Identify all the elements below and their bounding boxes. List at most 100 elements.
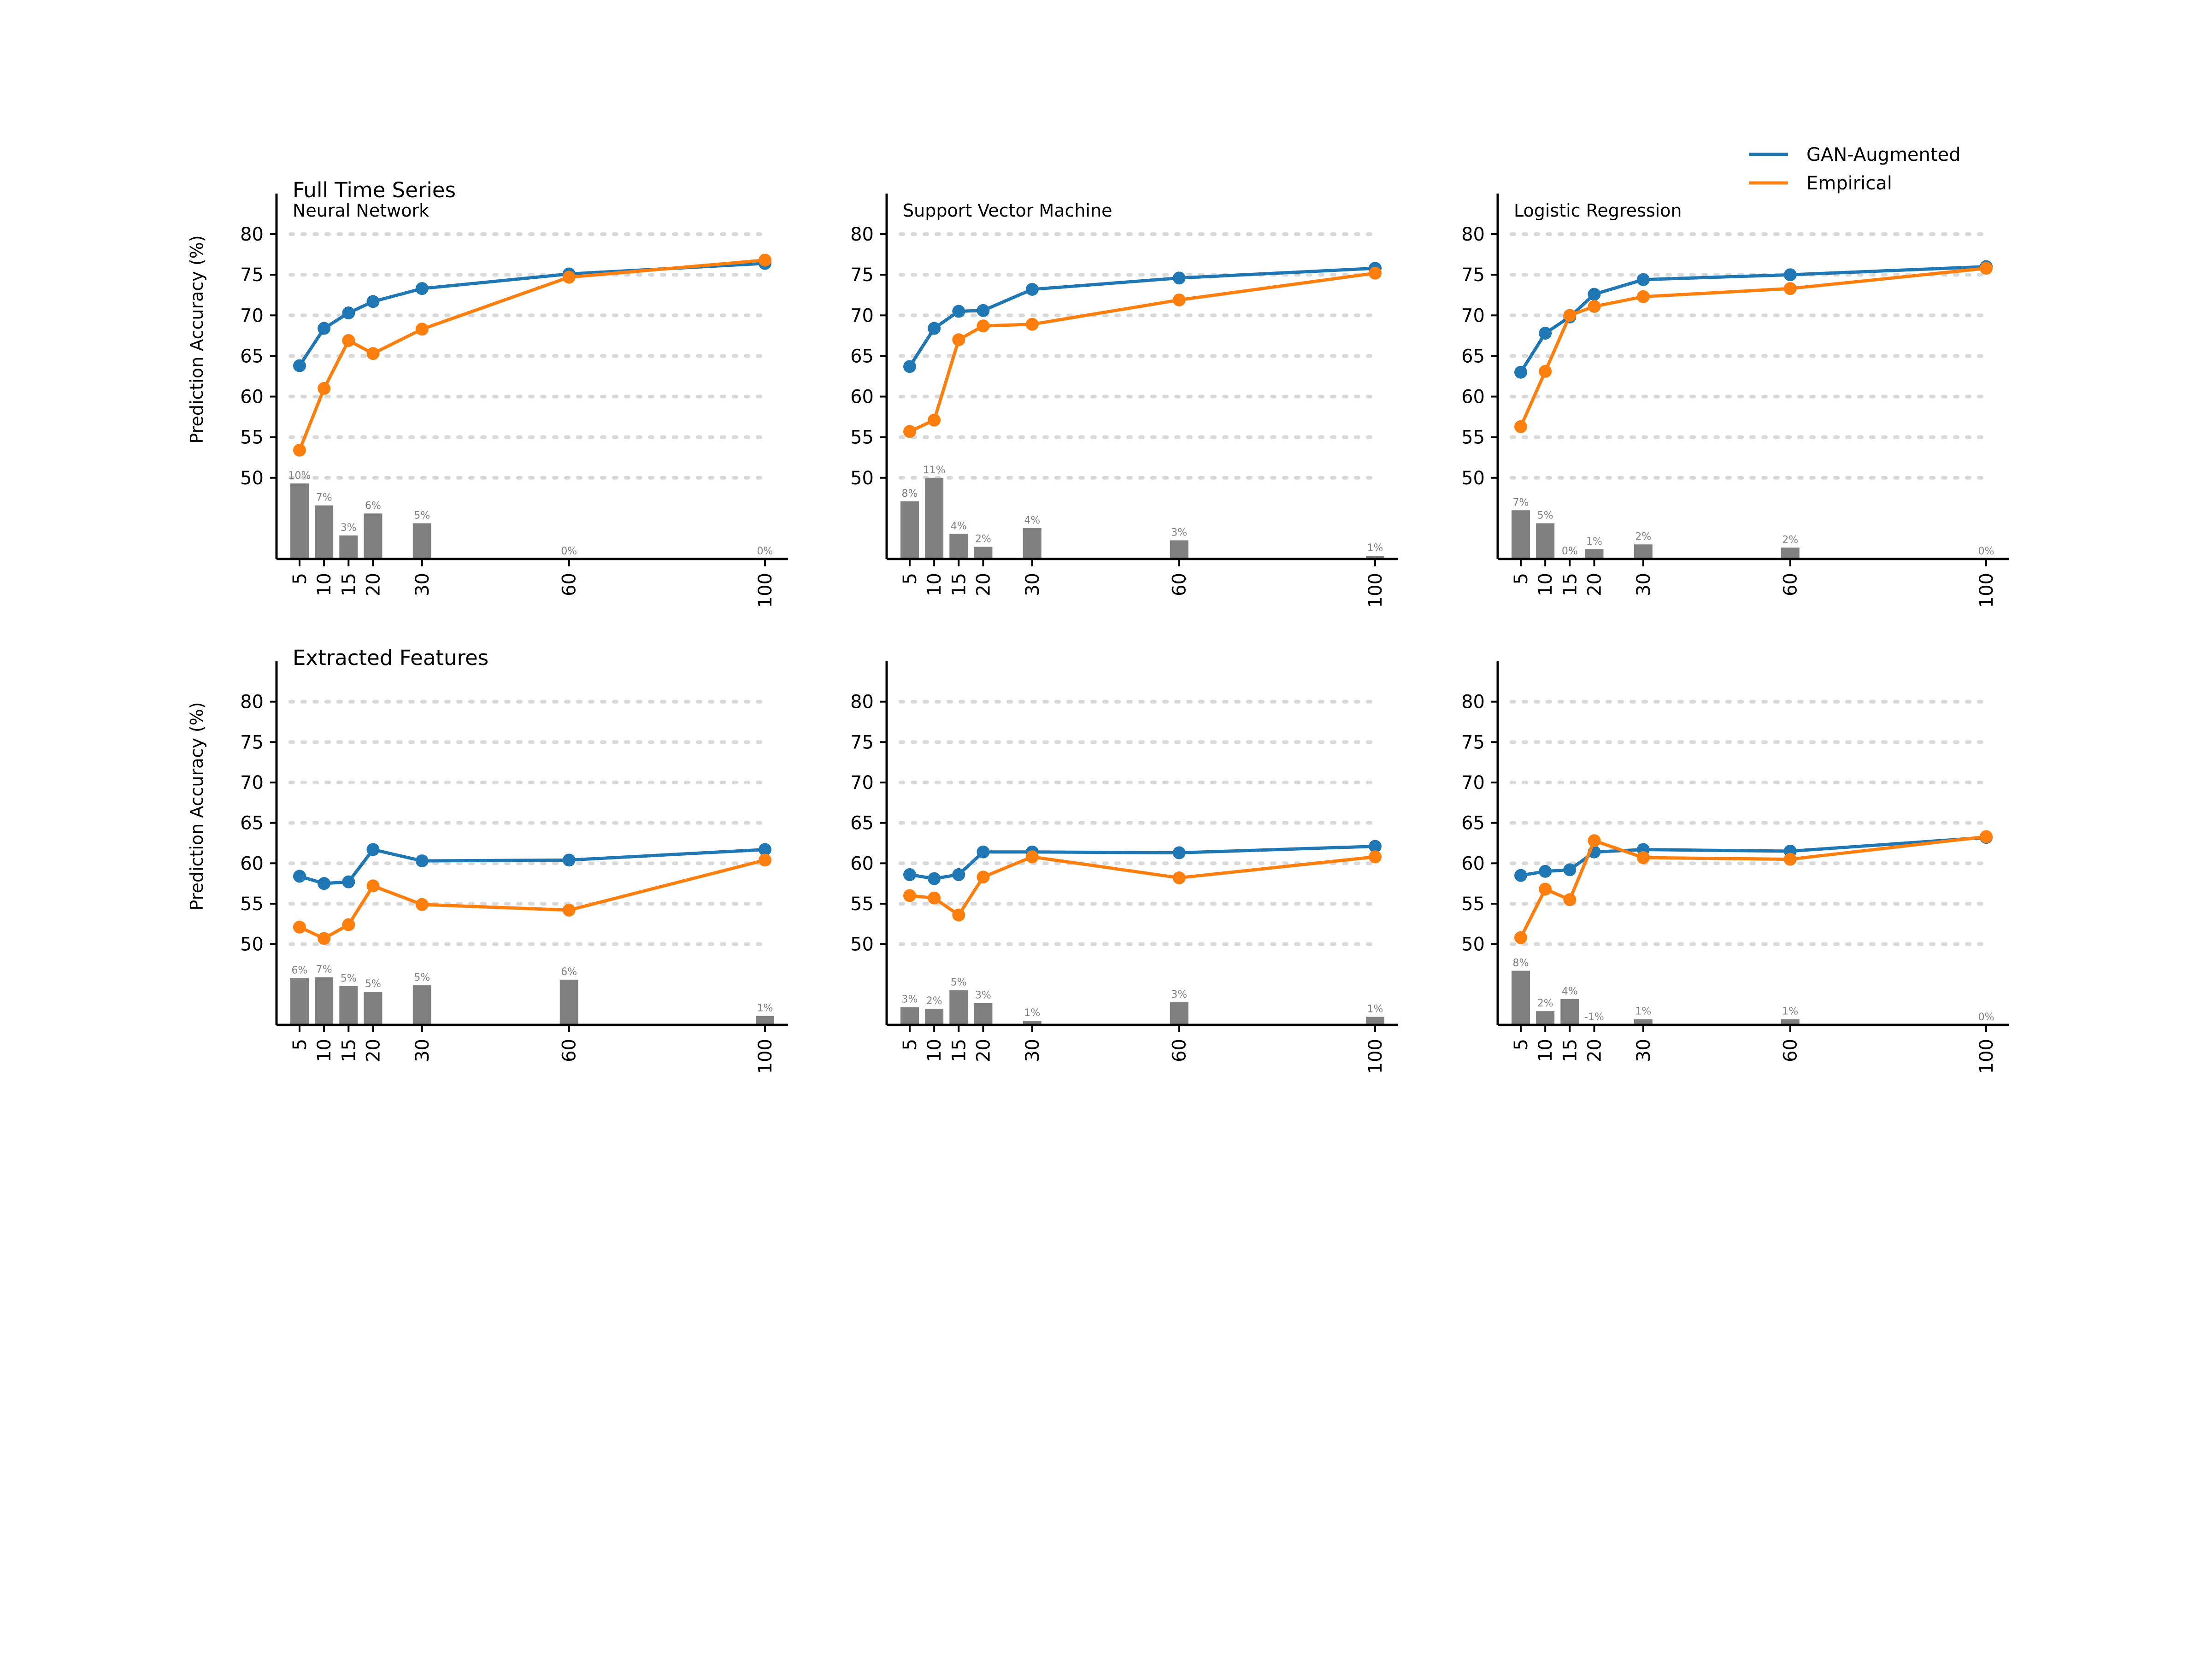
bar bbox=[1536, 523, 1555, 559]
y-tick-label: 80 bbox=[240, 692, 264, 713]
data-point-0 bbox=[415, 854, 429, 868]
bar bbox=[1634, 544, 1653, 559]
x-tick-label: 30 bbox=[412, 1039, 433, 1062]
data-point-1 bbox=[928, 891, 941, 905]
bar bbox=[1536, 1011, 1555, 1025]
data-point-0 bbox=[1514, 869, 1527, 882]
y-tick-label: 75 bbox=[850, 732, 874, 753]
y-tick-label: 60 bbox=[850, 387, 874, 408]
x-tick-label: 60 bbox=[1780, 1039, 1801, 1062]
x-tick-label: 20 bbox=[1584, 573, 1605, 596]
data-point-1 bbox=[928, 413, 941, 427]
bar-label: 2% bbox=[1635, 531, 1651, 542]
x-tick-label: 60 bbox=[559, 1039, 580, 1062]
bar-label: 4% bbox=[1562, 986, 1578, 997]
data-point-0 bbox=[318, 322, 331, 335]
x-tick-label: 10 bbox=[924, 1039, 945, 1062]
y-tick-label: 75 bbox=[240, 265, 264, 286]
y-tick-label: 80 bbox=[1461, 692, 1485, 713]
data-point-0 bbox=[366, 843, 380, 856]
x-tick-label: 5 bbox=[900, 573, 921, 584]
x-tick-label: 100 bbox=[1976, 573, 1997, 608]
y-tick-label: 65 bbox=[240, 346, 264, 367]
series-line-1 bbox=[909, 271, 1376, 433]
data-point-0 bbox=[1539, 327, 1552, 340]
row-title: Full Time Series bbox=[293, 178, 456, 202]
x-tick-label: 30 bbox=[1022, 1039, 1043, 1062]
data-point-1 bbox=[318, 932, 331, 945]
x-tick-label: 15 bbox=[1559, 1039, 1581, 1062]
panel-0: Neural Network 50 55 60 65 70 75 80 10% 7% 3% 6% 5% 0… bbox=[240, 194, 788, 608]
bar bbox=[949, 534, 968, 559]
bar-label: 5% bbox=[365, 978, 381, 990]
data-point-1 bbox=[1636, 290, 1650, 303]
x-tick-label: 10 bbox=[924, 573, 945, 596]
bar-label: 11% bbox=[923, 465, 946, 476]
data-point-1 bbox=[952, 908, 965, 922]
bar-label: 0% bbox=[757, 546, 773, 557]
data-point-0 bbox=[977, 304, 990, 317]
y-axis-label: Prediction Accuracy (%) bbox=[187, 702, 207, 910]
data-point-1 bbox=[1514, 931, 1527, 944]
y-tick-label: 70 bbox=[1461, 772, 1485, 794]
bar-label: 0% bbox=[561, 546, 577, 557]
y-tick-label: 55 bbox=[1461, 427, 1485, 448]
y-tick-label: 70 bbox=[850, 305, 874, 326]
y-tick-label: 55 bbox=[240, 894, 264, 915]
row-title: Extracted Features bbox=[293, 646, 488, 670]
legend-label: GAN-Augmented bbox=[1806, 144, 1961, 165]
data-point-0 bbox=[293, 359, 306, 372]
data-point-0 bbox=[903, 868, 916, 881]
x-tick-label: 100 bbox=[1976, 1039, 1997, 1074]
data-point-1 bbox=[903, 889, 916, 902]
bar bbox=[364, 513, 382, 559]
panels: Full Time Series Prediction Accuracy (%) E… bbox=[187, 178, 2009, 1074]
data-point-1 bbox=[759, 853, 771, 867]
data-point-0 bbox=[1539, 865, 1552, 878]
data-point-1 bbox=[293, 443, 306, 457]
data-point-0 bbox=[318, 877, 331, 890]
x-tick-label: 10 bbox=[314, 1039, 335, 1062]
y-tick-label: 50 bbox=[850, 934, 874, 955]
y-tick-label: 70 bbox=[1461, 305, 1485, 326]
bar bbox=[1023, 528, 1041, 559]
bar-label: 1% bbox=[1024, 1007, 1040, 1019]
x-tick-label: 30 bbox=[412, 573, 433, 596]
data-point-1 bbox=[1980, 262, 1993, 275]
bar bbox=[1170, 540, 1188, 559]
bar-label: 2% bbox=[926, 995, 942, 1007]
bar bbox=[1585, 549, 1604, 559]
data-point-1 bbox=[1539, 882, 1552, 896]
data-point-0 bbox=[1172, 846, 1186, 859]
data-point-1 bbox=[342, 918, 355, 931]
x-tick-label: 10 bbox=[1535, 573, 1556, 596]
bar bbox=[949, 990, 968, 1025]
bar-label: 1% bbox=[1782, 1006, 1798, 1018]
y-tick-label: 65 bbox=[1461, 346, 1485, 367]
data-point-1 bbox=[415, 898, 429, 911]
data-point-1 bbox=[903, 425, 916, 438]
bar bbox=[1366, 555, 1384, 559]
bar bbox=[1781, 1019, 1800, 1025]
y-tick-label: 60 bbox=[850, 853, 874, 874]
legend: GAN-Augmented Empirical bbox=[1749, 144, 1961, 194]
data-point-0 bbox=[1588, 288, 1601, 301]
data-point-0 bbox=[759, 843, 771, 856]
bar bbox=[1366, 1017, 1384, 1025]
y-axis-label: Prediction Accuracy (%) bbox=[187, 235, 207, 443]
bar bbox=[364, 992, 382, 1025]
data-point-0 bbox=[342, 875, 355, 888]
data-point-1 bbox=[1025, 318, 1039, 331]
bar-label: 0% bbox=[1562, 546, 1578, 557]
panel-subtitle: Support Vector Machine bbox=[903, 200, 1112, 221]
x-tick-label: 20 bbox=[973, 1039, 994, 1062]
x-tick-label: 15 bbox=[338, 1039, 359, 1062]
bar-label: 1% bbox=[1586, 536, 1602, 547]
x-tick-label: 5 bbox=[1511, 1039, 1532, 1050]
y-tick-label: 75 bbox=[1461, 732, 1485, 753]
bar bbox=[339, 535, 358, 559]
bar bbox=[925, 1008, 944, 1025]
bar-label: -1% bbox=[1584, 1012, 1604, 1023]
data-point-1 bbox=[1172, 871, 1186, 884]
x-tick-label: 5 bbox=[1511, 573, 1532, 584]
